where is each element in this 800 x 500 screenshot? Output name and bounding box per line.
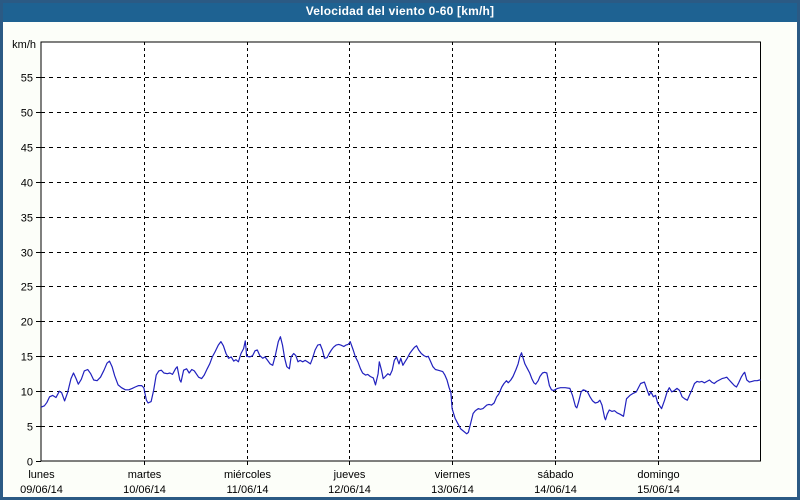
y-tick-label: 0 <box>27 457 33 469</box>
x-tick-date-label: 14/06/14 <box>534 484 577 496</box>
y-tick-label: 5 <box>27 422 33 434</box>
x-tick-day-label: martes <box>128 469 162 481</box>
plot-area <box>40 41 761 462</box>
y-tick-label: 45 <box>21 143 33 155</box>
x-tick-day-label: miércoles <box>224 469 272 481</box>
x-tick-date-label: 09/06/14 <box>20 484 63 496</box>
x-tick-date-label: 11/06/14 <box>226 484 268 496</box>
y-axis-unit-label: km/h <box>12 39 36 51</box>
chart-title: Velocidad del viento 0-60 [km/h] <box>305 4 495 18</box>
y-tick-label: 35 <box>21 213 33 225</box>
x-tick-date-label: 13/06/14 <box>431 484 474 496</box>
x-tick-day-label: lunes <box>28 469 55 481</box>
y-tick-label: 30 <box>21 248 33 260</box>
y-tick-label: 50 <box>21 108 33 120</box>
y-tick-label: 40 <box>21 178 33 190</box>
y-tick-label: 25 <box>21 282 33 294</box>
x-tick-day-label: viernes <box>435 469 471 481</box>
y-tick-label: 20 <box>21 317 33 329</box>
x-tick-date-label: 15/06/14 <box>637 484 680 496</box>
x-tick-day-label: domingo <box>637 469 679 481</box>
y-tick-label: 15 <box>21 352 33 364</box>
x-tick-day-label: sábado <box>537 469 573 481</box>
y-tick-label: 10 <box>21 387 33 399</box>
y-tick-label: 55 <box>21 73 33 85</box>
wind-speed-line <box>40 336 761 435</box>
x-tick-date-label: 12/06/14 <box>328 484 371 496</box>
x-tick-date-label: 10/06/14 <box>123 484 166 496</box>
x-tick-day-label: jueves <box>333 469 366 481</box>
chart-title-bar: Velocidad del viento 0-60 [km/h] <box>0 0 800 22</box>
